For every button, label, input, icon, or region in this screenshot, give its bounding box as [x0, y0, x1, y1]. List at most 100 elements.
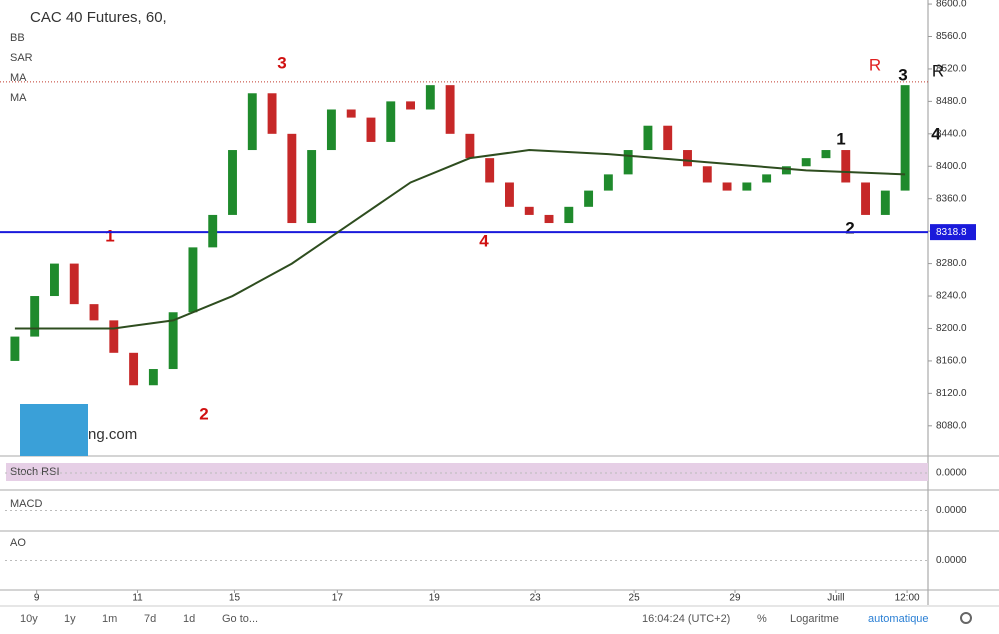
support-label-box: [930, 224, 976, 241]
range-button[interactable]: 1y: [64, 613, 76, 625]
candle-body: [821, 150, 831, 159]
candle-body: [702, 166, 712, 183]
annotation: 3: [277, 53, 286, 72]
x-tick-label: 12:00: [895, 593, 920, 604]
annotation: 4: [931, 124, 941, 143]
candle-body: [366, 117, 376, 142]
candle-body: [643, 125, 653, 151]
x-tick-label: 29: [729, 593, 741, 604]
candle-body: [623, 150, 633, 175]
candle-body: [841, 150, 851, 183]
settings-icon[interactable]: [960, 612, 972, 624]
candle-body: [30, 296, 40, 337]
x-tick-label: 17: [332, 593, 344, 604]
candle-body: [267, 93, 277, 134]
symbol-title: CAC 40 Futures, 60,: [30, 9, 167, 26]
candle-body: [307, 150, 317, 224]
annotation: 3: [898, 65, 907, 84]
candle-body: [683, 150, 692, 167]
y-tick-label: 8080.0: [936, 420, 967, 431]
candle-body: [801, 158, 811, 167]
toolbar: 10y 1y 1m 7d 1d Go to... 16:04:24 (UTC+2…: [20, 612, 972, 625]
candle-body: [742, 182, 752, 191]
panel-label: MACD: [10, 498, 42, 510]
candle-body: [10, 336, 20, 361]
y-tick-label: 8120.0: [936, 388, 967, 399]
auto-button[interactable]: automatique: [868, 613, 929, 625]
y-tick-label: 8560.0: [936, 31, 967, 42]
x-tick-label: 19: [429, 593, 441, 604]
annotation: 2: [199, 404, 208, 423]
y-tick-label: 8480.0: [936, 96, 967, 107]
candle-body: [50, 263, 59, 297]
y-tick-label: 0.0000: [936, 468, 967, 479]
goto-button[interactable]: Go to...: [222, 613, 258, 625]
candle-body: [603, 174, 613, 191]
moving-average: [14, 149, 906, 330]
y-tick-label: 8360.0: [936, 193, 967, 204]
candle-body: [346, 109, 356, 118]
x-tick-label: 11: [132, 593, 143, 604]
candle-body: [188, 247, 198, 313]
candle-body: [722, 182, 732, 191]
candle-body: [287, 133, 297, 224]
candle-body: [762, 174, 772, 183]
indicator-label: MA: [10, 92, 27, 104]
range-button[interactable]: 10y: [20, 613, 38, 625]
x-tick-label: 9: [34, 593, 40, 604]
candle-body: [326, 109, 336, 151]
candle-body: [900, 85, 910, 191]
y-tick-label: 8400.0: [936, 161, 967, 172]
annotation: 4: [479, 231, 489, 250]
candle-body: [129, 352, 139, 386]
candle-body: [425, 85, 435, 110]
y-tick-label: 8520.0: [936, 64, 967, 75]
y-tick-label: 8160.0: [936, 356, 967, 367]
x-tick-label: Juill: [827, 593, 844, 604]
y-tick-label: 8240.0: [936, 291, 967, 302]
candle-body: [564, 206, 574, 224]
candle-body: [148, 369, 158, 386]
y-tick-label: 8600.0: [936, 0, 967, 10]
y-tick-label: 8280.0: [936, 258, 967, 269]
range-button[interactable]: 1m: [102, 613, 117, 625]
candle-body: [247, 93, 257, 151]
candle-body: [69, 263, 79, 305]
candle-body: [663, 125, 673, 151]
annotation: R: [869, 55, 881, 74]
candle-body: [228, 150, 237, 215]
indicator-label: SAR: [10, 52, 33, 64]
y-tick-label: 0.0000: [936, 505, 967, 516]
indicator-label: MA: [10, 72, 27, 84]
candle-body: [208, 214, 218, 248]
candle-body: [386, 101, 396, 142]
support-label: 8318.8: [936, 227, 967, 238]
y-tick-label: 8200.0: [936, 323, 967, 334]
range-button[interactable]: 7d: [144, 613, 156, 625]
log-button[interactable]: Logaritme: [790, 613, 839, 625]
range-button[interactable]: 1d: [183, 613, 195, 625]
annotation: 2: [845, 218, 854, 237]
indicator-label: BB: [10, 32, 25, 44]
y-tick-label: 0.0000: [936, 555, 967, 566]
candle-body: [524, 206, 534, 215]
panel-label: Stoch RSI: [10, 466, 60, 478]
annotation: 1: [836, 129, 845, 148]
candle-body: [89, 304, 99, 321]
candle-body: [781, 166, 791, 175]
clock: 16:04:24 (UTC+2): [642, 613, 730, 625]
percent-button[interactable]: %: [757, 613, 767, 625]
candle-body: [880, 190, 890, 215]
candle-body: [485, 158, 495, 183]
candle-body: [168, 312, 178, 370]
candle-body: [584, 190, 594, 207]
annotation: 1: [105, 226, 114, 245]
logo-image: [20, 404, 88, 456]
candle-body: [445, 85, 455, 134]
candle-body: [465, 133, 475, 159]
candle-body: [544, 214, 554, 224]
y-tick-label: 8440.0: [936, 128, 967, 139]
